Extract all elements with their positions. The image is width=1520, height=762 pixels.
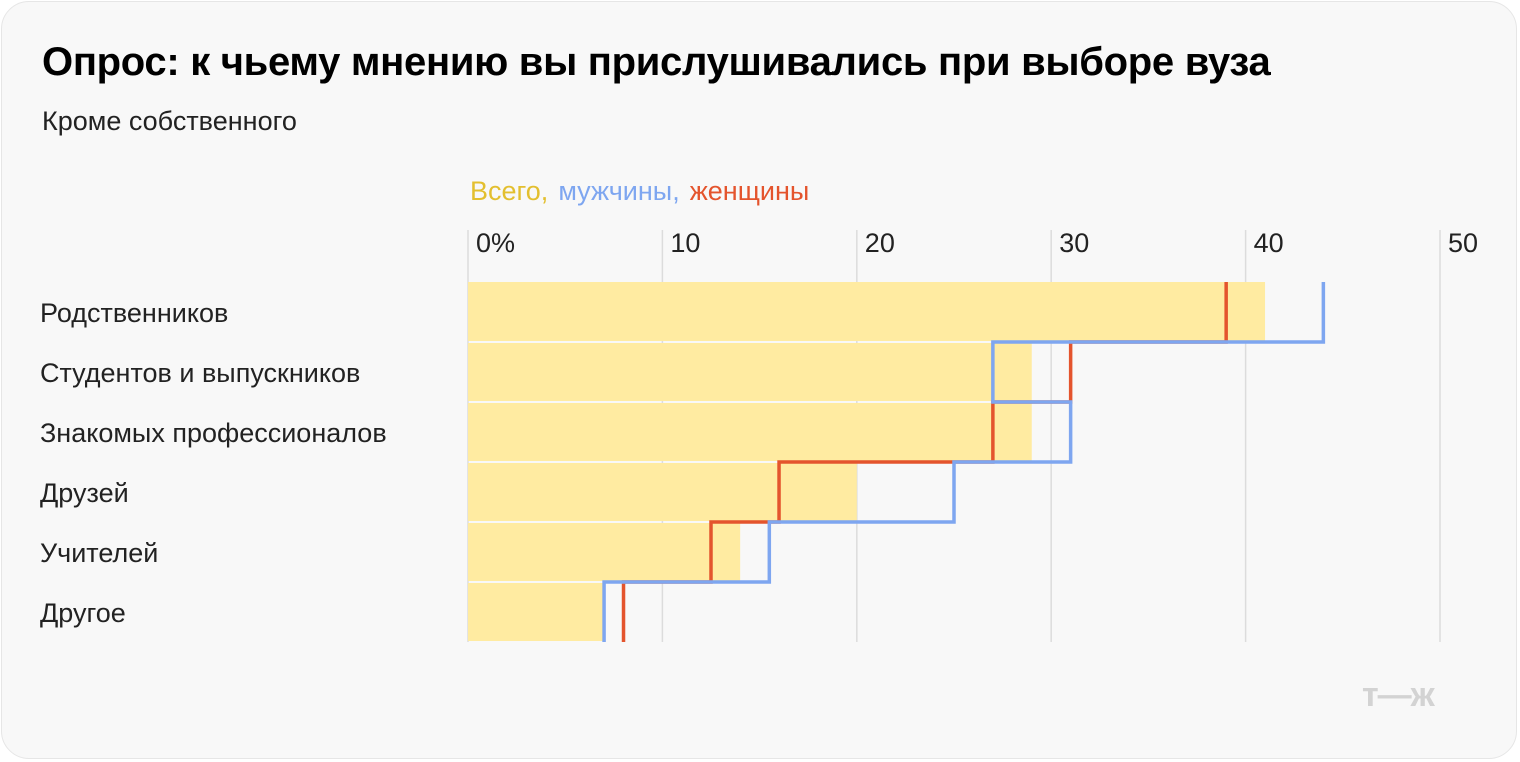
bar-4	[468, 523, 741, 581]
chart-subtitle: Кроме собственного	[42, 106, 297, 136]
category-label-4: Учителей	[40, 538, 158, 568]
legend: Всего, мужчины, женщины	[470, 176, 819, 207]
category-label-5: Другое	[40, 598, 126, 628]
series-line-men	[602, 282, 1326, 642]
tick-label-0: 0%	[476, 228, 515, 258]
chart-title: Опрос: к чьему мнению вы прислушивались …	[42, 40, 1271, 84]
category-label-3: Друзей	[40, 478, 129, 508]
legend-men: мужчины,	[558, 176, 680, 206]
bar-2	[468, 403, 1032, 461]
tick-label-1: 10	[670, 228, 700, 258]
bar-3	[468, 463, 857, 521]
category-label-1: Студентов и выпускников	[40, 358, 360, 388]
tzh-logo: т—ж	[1362, 676, 1435, 714]
tick-label-4: 40	[1254, 228, 1284, 258]
tick-label-3: 30	[1059, 228, 1089, 258]
bar-1	[468, 343, 1032, 401]
category-label-0: Родственников	[40, 298, 228, 328]
legend-women: женщины	[689, 176, 810, 206]
tick-label-5: 50	[1448, 228, 1478, 258]
bar-0	[468, 282, 1266, 341]
bar-5	[468, 583, 605, 641]
legend-total: Всего,	[470, 176, 549, 206]
category-label-2: Знакомых профессионалов	[40, 418, 387, 448]
tick-label-2: 20	[865, 228, 895, 258]
